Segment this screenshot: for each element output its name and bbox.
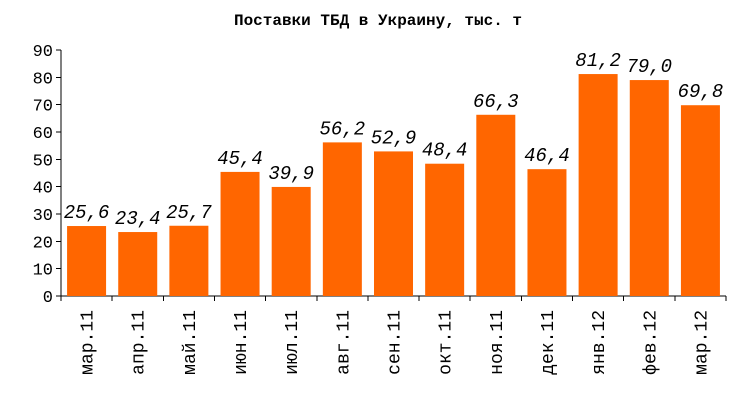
- bar-value-label: 45,4: [217, 148, 263, 170]
- category-label: сен.11: [386, 310, 406, 375]
- category-label: июн.11: [232, 310, 252, 375]
- category-label: дек.11: [539, 310, 559, 375]
- bar-value-label: 69,8: [678, 81, 724, 103]
- y-tick-label: 0: [43, 289, 53, 308]
- bar-value-label: 23,4: [115, 208, 161, 230]
- y-tick-label: 90: [33, 43, 53, 62]
- y-tick-label: 30: [33, 207, 53, 226]
- y-tick-label: 80: [33, 70, 53, 89]
- bar-value-label: 46,4: [524, 145, 570, 167]
- category-label: янв.12: [590, 310, 610, 375]
- bar-value-label: 79,0: [626, 56, 672, 78]
- y-tick-label: 50: [33, 152, 53, 171]
- y-tick-label: 20: [33, 234, 53, 253]
- bar-value-label: 52,9: [371, 127, 417, 149]
- bar: [322, 142, 362, 296]
- bar: [169, 225, 209, 296]
- bar-value-label: 48,4: [422, 140, 468, 162]
- y-tick-label: 60: [33, 125, 53, 144]
- bar-value-label: 66,3: [473, 91, 519, 113]
- bar-value-label: 39,9: [268, 163, 314, 185]
- category-labels: мар.11 апр.11 май.11 июн.11 июл.11 авг.11 сен.…: [79, 310, 713, 375]
- y-tick-label: 40: [33, 180, 53, 199]
- bar: [629, 80, 669, 296]
- category-label: ноя.11: [488, 310, 508, 375]
- axes: 0 10 20 30 40 50 60 70 80 90: [33, 43, 727, 308]
- bar: [425, 163, 465, 296]
- category-label: апр.11: [130, 310, 150, 375]
- category-label: май.11: [181, 310, 201, 375]
- category-label: авг.11: [334, 310, 354, 375]
- category-label: окт.11: [437, 310, 457, 375]
- category-label: июл.11: [283, 310, 303, 375]
- bar: [118, 232, 158, 296]
- bar: [578, 74, 618, 296]
- bar-value-label: 25,6: [64, 202, 110, 224]
- data-labels: 25,6 23,4 25,7 45,439,9 56,2 52,948,4 66,3 46,4…: [64, 50, 723, 230]
- bar-value-label: 25,7: [166, 202, 212, 224]
- category-label: мар.12: [692, 310, 712, 375]
- category-label: мар.11: [79, 310, 99, 375]
- bar-value-label: 81,2: [575, 50, 621, 72]
- chart-title: Поставки ТБД в Украину, тыс. т: [234, 12, 522, 30]
- bar: [476, 114, 516, 296]
- bar: [220, 171, 260, 296]
- bar: [527, 169, 567, 296]
- bar: [271, 186, 311, 296]
- bar: [67, 226, 107, 296]
- y-tick-label: 10: [33, 262, 53, 281]
- category-label: фев.12: [641, 310, 661, 375]
- bar: [680, 105, 720, 296]
- bars: [67, 74, 720, 296]
- y-tick-label: 70: [33, 98, 53, 117]
- bar-value-label: 56,2: [320, 118, 366, 140]
- bar: [374, 151, 413, 296]
